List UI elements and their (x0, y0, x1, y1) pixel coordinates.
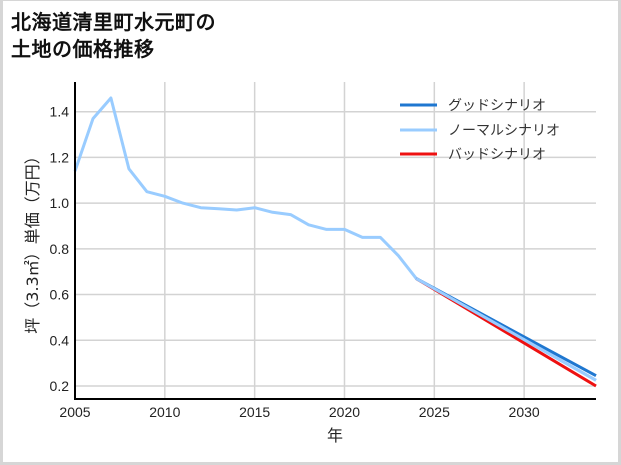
x-axis-label: 年 (327, 426, 343, 445)
y-axis-label: 坪（3.3㎡）単価（万円） (23, 148, 42, 333)
y-tick-label: 1.0 (50, 195, 70, 211)
y-tick-label: 0.6 (50, 287, 70, 303)
y-tick-label: 1.2 (50, 149, 70, 165)
legend-label: ノーマルシナリオ (448, 123, 560, 139)
legend-label: グッドシナリオ (448, 98, 546, 114)
series-line-1 (73, 96, 597, 382)
y-axis-ticks: 0.2 0.4 0.6 0.8 1.0 1.2 1.4 (50, 104, 70, 394)
y-tick-label: 0.4 (50, 332, 70, 348)
x-tick-label: 2020 (329, 404, 360, 420)
normal-projection-line (415, 277, 597, 382)
y-tick-label: 1.4 (50, 104, 70, 120)
y-tick-label: 0.2 (50, 378, 70, 394)
legend-label: バッドシナリオ (448, 147, 546, 163)
data-lines (73, 96, 597, 388)
chart-title-line1: 北海道清里町水元町の (11, 10, 216, 34)
chart-frame (3, 1, 618, 462)
gridlines (75, 82, 596, 399)
x-tick-label: 2015 (239, 404, 270, 420)
chart-title: 北海道清里町水元町の 土地の価格推移 (11, 9, 216, 63)
x-axis-ticks: 2005 2010 2015 2020 2025 2030 (59, 404, 539, 420)
chart-title-line2: 土地の価格推移 (11, 37, 155, 61)
x-tick-label: 2010 (149, 404, 180, 420)
x-tick-label: 2030 (509, 404, 540, 420)
y-tick-label: 0.8 (50, 241, 70, 257)
x-tick-label: 2025 (419, 404, 450, 420)
x-tick-label: 2005 (59, 404, 90, 420)
axes-spines (74, 82, 596, 400)
